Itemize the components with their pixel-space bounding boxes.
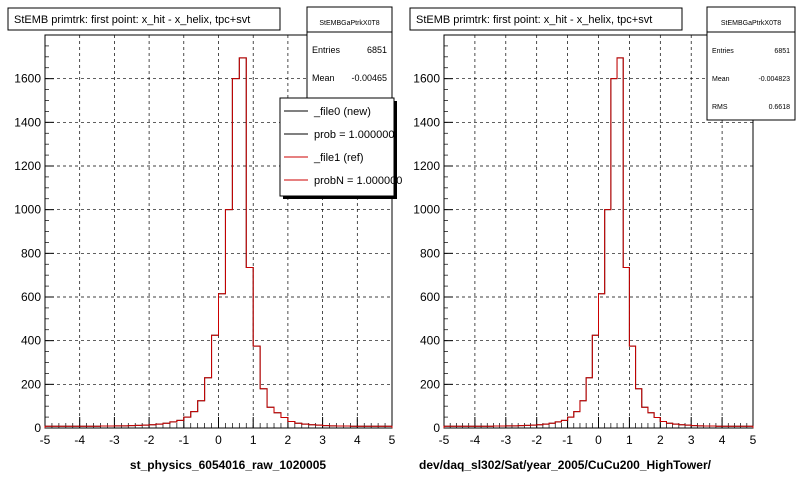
legend-label: prob = 1.000000 <box>314 129 394 141</box>
y-tick-label: 800 <box>420 246 440 260</box>
stats-label: Mean <box>712 76 730 83</box>
stats-label: Mean <box>312 73 335 83</box>
y-tick-label: 0 <box>433 421 440 435</box>
title-box <box>7 7 281 31</box>
stats-value: 0.6618 <box>769 104 791 111</box>
x-tick-label: 2 <box>285 433 292 447</box>
x-tick-label: -2 <box>531 433 542 447</box>
x-tick-label: 5 <box>389 433 396 447</box>
legend-label: _file1 (ref) <box>313 152 364 164</box>
x-tick-label: 4 <box>354 433 361 447</box>
y-tick-label: 600 <box>420 290 440 304</box>
x-tick-label: 0 <box>215 433 222 447</box>
y-tick-label: 400 <box>21 334 41 348</box>
legend-label: probN = 1.000000 <box>314 175 402 187</box>
y-tick-label: 1200 <box>413 159 440 173</box>
x-axis-label: st_physics_6054016_raw_1020005 <box>130 458 326 472</box>
x-tick-label: -3 <box>500 433 511 447</box>
x-tick-label: -1 <box>178 433 189 447</box>
x-tick-label: 3 <box>319 433 326 447</box>
x-axis-label: dev/daq_sl302/Sat/year_2005/CuCu200_High… <box>419 458 712 472</box>
histogram-panel-1: -5 -4 -3 -2 -1 0 1 2 3 4 5 0 200 400 600 800 1000 1200 140… <box>7 6 402 472</box>
x-tick-label: 4 <box>719 433 726 447</box>
x-tick-label: 0 <box>595 433 602 447</box>
x-tick-label: -4 <box>470 433 481 447</box>
y-tick-label: 200 <box>420 377 440 391</box>
x-tick-label: -5 <box>439 433 450 447</box>
y-tick-label: 1600 <box>413 72 440 86</box>
stats-label: Entries <box>712 48 734 55</box>
histogram-series-ref <box>44 57 393 428</box>
histogram-panel-2: -5 -4 -3 -2 -1 0 1 2 3 4 5 0 200 400 600 800 1000 1200 140… <box>409 6 796 472</box>
y-tick-label: 1000 <box>413 203 440 217</box>
stats-box <box>306 6 393 103</box>
stats-name: StEMBGaPtrkX0T8 <box>721 20 781 27</box>
x-tick-label: -3 <box>109 433 120 447</box>
x-tick-label: -2 <box>144 433 155 447</box>
histogram-series-ref <box>443 57 754 428</box>
x-tick-label: 1 <box>626 433 633 447</box>
y-tick-label: 800 <box>21 246 41 260</box>
stats-value: -0.00465 <box>351 73 387 83</box>
y-tick-label: 1000 <box>14 203 41 217</box>
title-box <box>409 7 683 31</box>
x-tick-label: -4 <box>74 433 85 447</box>
stats-label: RMS <box>712 104 728 111</box>
x-tick-label: 3 <box>688 433 695 447</box>
x-tick-label: 1 <box>250 433 257 447</box>
x-tick-label: -5 <box>40 433 51 447</box>
chart-title: StEMB primtrk: first point: x_hit - x_he… <box>14 14 250 26</box>
y-tick-label: 1400 <box>413 115 440 129</box>
stats-name: StEMBGaPtrkX0T8 <box>319 20 379 27</box>
x-tick-label: -1 <box>562 433 573 447</box>
y-tick-label: 1600 <box>14 72 41 86</box>
stats-box <box>706 6 796 121</box>
stats-label: Entries <box>312 45 341 55</box>
stats-value: 6851 <box>774 48 790 55</box>
y-tick-label: 400 <box>420 334 440 348</box>
x-tick-label: 5 <box>750 433 757 447</box>
chart-title: StEMB primtrk: first point: x_hit - x_he… <box>416 14 652 26</box>
stats-value: 6851 <box>367 45 387 55</box>
x-tick-label: 2 <box>657 433 664 447</box>
stats-value: -0.004823 <box>758 76 790 83</box>
y-tick-label: 600 <box>21 290 41 304</box>
y-tick-label: 1200 <box>14 159 41 173</box>
y-tick-label: 1400 <box>14 115 41 129</box>
legend-label: _file0 (new) <box>313 106 371 118</box>
y-tick-label: 0 <box>34 421 41 435</box>
y-tick-label: 200 <box>21 377 41 391</box>
